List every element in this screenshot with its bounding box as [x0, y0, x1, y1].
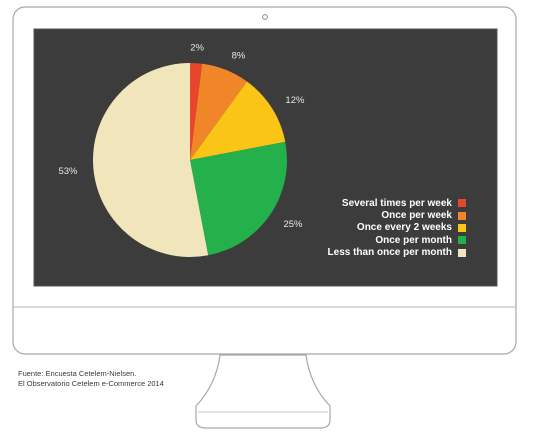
source-line-2: El Observatorio Cetelem e-Commerce 2014 [18, 379, 164, 388]
pie-value-label-2: 8% [232, 50, 246, 61]
pie-value-labels: 2% 8% 12% 25% 53% [58, 43, 304, 230]
legend-swatch [458, 248, 466, 257]
legend-label: Once every 2 weeks [356, 222, 452, 234]
pie-slice-2 [190, 63, 248, 160]
legend-item-2: Once per week [300, 209, 466, 221]
pie-chart [92, 63, 287, 257]
legend-item-5: Less than once per month [300, 247, 466, 259]
legend-label: Once per month [375, 234, 452, 246]
pie-slice-3 [190, 81, 286, 160]
legend-swatch [458, 223, 466, 232]
source-line-1: Fuente: Encuesta Cetelem-Nielsen. [18, 369, 137, 378]
pie-value-label-4: 25% [283, 219, 303, 230]
pie-value-label-5: 53% [58, 166, 78, 177]
legend-swatch [458, 236, 466, 245]
pie-slice-1 [190, 63, 203, 160]
legend-item-4: Once per month [300, 234, 466, 246]
pie-value-label-3: 12% [285, 95, 305, 106]
legend-swatch [458, 211, 466, 220]
chart-legend: Several times per week Once per week Once … [300, 197, 466, 259]
webcam-icon [262, 14, 268, 20]
legend-label: Once per week [381, 210, 452, 222]
legend-item-1: Several times per week [300, 197, 466, 209]
pie-value-label-1: 2% [190, 43, 204, 54]
pie-slice-4 [190, 141, 287, 256]
legend-label: Less than once per month [327, 247, 452, 259]
legend-label: Several times per week [341, 197, 452, 209]
pie-slice-5 [92, 63, 209, 257]
legend-swatch [458, 199, 466, 208]
monitor-stand [195, 354, 331, 429]
legend-item-3: Once every 2 weeks [300, 222, 466, 234]
source-note: Fuente: Encuesta Cetelem-Nielsen. El Obs… [18, 369, 164, 389]
